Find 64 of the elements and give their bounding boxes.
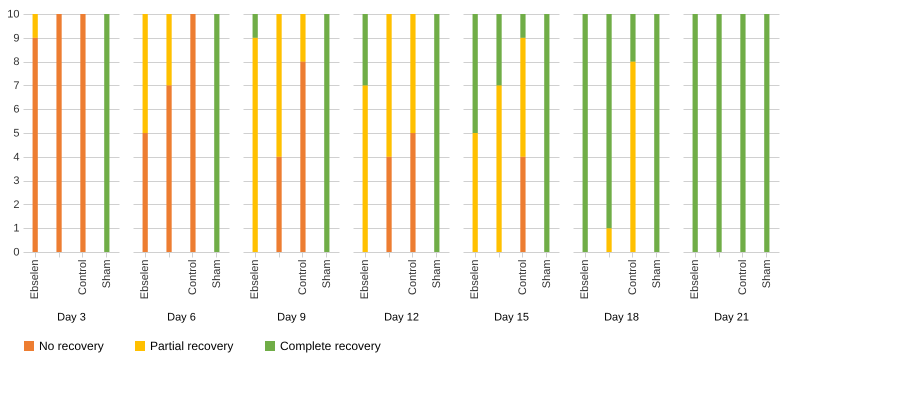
bar bbox=[362, 14, 368, 86]
x-axis-title: Day 6 bbox=[167, 311, 196, 324]
bar bbox=[520, 38, 526, 157]
legend-label: No recovery bbox=[39, 339, 104, 353]
x-tick-label: Ebselen bbox=[689, 260, 702, 300]
x-tick-label: Control bbox=[406, 260, 419, 295]
x-axis-title: Day 12 bbox=[384, 311, 419, 324]
x-axis-title: Day 15 bbox=[494, 311, 529, 324]
bar bbox=[496, 85, 502, 252]
bar bbox=[410, 133, 416, 252]
legend-label: Partial recovery bbox=[150, 339, 234, 353]
x-tick-label: Control bbox=[76, 260, 89, 295]
x-tick-label: Sham bbox=[760, 260, 773, 288]
y-tick-label: 10 bbox=[7, 8, 20, 20]
x-tick-label: Ebselen bbox=[579, 260, 592, 300]
legend-label: Complete recovery bbox=[280, 339, 381, 353]
bar bbox=[496, 14, 502, 86]
x-tick-label: Sham bbox=[650, 260, 663, 288]
bar bbox=[544, 14, 550, 252]
y-tick-label: 0 bbox=[13, 246, 20, 258]
bar bbox=[276, 14, 282, 157]
bar bbox=[520, 14, 526, 38]
bar bbox=[324, 14, 330, 252]
bar bbox=[252, 38, 258, 252]
x-axis-title: Day 9 bbox=[277, 311, 306, 324]
bar bbox=[434, 14, 440, 252]
x-tick-label: Sham bbox=[320, 260, 333, 288]
y-tick-label: 7 bbox=[13, 80, 20, 92]
x-tick-label: Sham bbox=[430, 260, 443, 288]
x-tick-label: Control bbox=[296, 260, 309, 295]
x-tick-label: Control bbox=[736, 260, 749, 295]
y-tick-label: 5 bbox=[13, 128, 20, 140]
y-tick-label: 9 bbox=[13, 32, 20, 44]
x-tick-label: Ebselen bbox=[249, 260, 262, 300]
y-tick-label: 4 bbox=[13, 151, 20, 164]
x-tick-label: Ebselen bbox=[469, 260, 482, 300]
bar bbox=[472, 14, 478, 133]
x-tick-label: Ebselen bbox=[359, 260, 372, 300]
bar bbox=[362, 85, 368, 252]
bar bbox=[520, 156, 526, 252]
x-axis-title: Day 3 bbox=[57, 311, 86, 324]
y-tick-label: 3 bbox=[13, 175, 20, 188]
x-axis-title: Day 18 bbox=[604, 311, 639, 324]
x-tick-label: Sham bbox=[540, 260, 553, 288]
bar bbox=[386, 156, 392, 252]
y-tick-label: 8 bbox=[13, 56, 20, 68]
bar bbox=[300, 62, 306, 252]
x-axis-title: Day 21 bbox=[714, 311, 749, 324]
bar bbox=[300, 14, 306, 62]
bar bbox=[276, 156, 282, 252]
y-tick-label: 6 bbox=[13, 104, 20, 116]
x-tick-label: Ebselen bbox=[29, 260, 42, 300]
y-tick-label: 2 bbox=[13, 198, 20, 211]
x-tick-label: Control bbox=[626, 260, 639, 295]
x-tick-label: Control bbox=[186, 260, 199, 295]
bar bbox=[386, 14, 392, 157]
bar bbox=[472, 133, 478, 252]
x-tick-label: Ebselen bbox=[139, 260, 152, 300]
x-tick-label: Control bbox=[516, 260, 529, 295]
y-tick-label: 1 bbox=[13, 222, 20, 235]
bar bbox=[252, 14, 258, 38]
x-tick-label: Sham bbox=[100, 260, 113, 288]
x-tick-label: Sham bbox=[210, 260, 223, 288]
bar bbox=[410, 14, 416, 133]
